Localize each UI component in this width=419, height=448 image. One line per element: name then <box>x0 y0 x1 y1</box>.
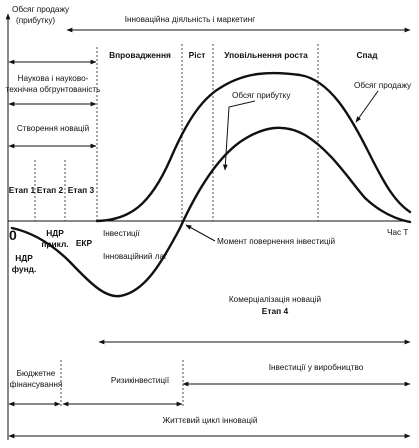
production-investments-label: Інвестиції у виробництво <box>269 363 364 372</box>
origin-zero: 0 <box>9 227 17 243</box>
stage4-label: Етап 4 <box>262 306 289 316</box>
commercialization-label: Комерціалізація новацій <box>229 295 321 304</box>
risk-investments-label: Ризикінвестиції <box>111 376 170 385</box>
profit-volume-label: Обсяг прибутку <box>232 91 291 100</box>
applied-rd-line2: прикл. <box>41 239 68 249</box>
sales-volume-curve <box>95 71 412 223</box>
payback-label: Момент повернення інвестицій <box>217 237 335 246</box>
innovation-marketing-label: Інноваційна діяльність і маркетинг <box>125 15 256 24</box>
life-cycle-label: Життєвий цикл інновацій <box>163 416 258 425</box>
phase-introduction: Впровадження <box>109 50 171 60</box>
phase-growth: Ріст <box>189 50 206 60</box>
ekr-label: ЕКР <box>76 238 93 248</box>
research-label-line2: технічна обгрунтованість <box>6 85 101 94</box>
phase-decline: Спад <box>356 50 378 60</box>
creation-label: Створення новацій <box>17 124 89 133</box>
fundamental-rd-line1: НДР <box>15 253 33 263</box>
sales-axis-title-line2: (прибутку) <box>16 16 55 25</box>
budget-financing-line1: Бюджетне <box>17 369 56 378</box>
sales-volume-pointer <box>355 90 379 123</box>
applied-rd-line1: НДР <box>46 228 64 238</box>
stage3-label: Етап 3 <box>68 185 95 195</box>
fundamental-rd-line2: фунд. <box>12 264 37 274</box>
phase-slowing-growth: Уповільнення роста <box>224 50 308 60</box>
budget-financing-line2: фінансування <box>10 380 63 389</box>
sales-axis-title-line1: Обсяг продажу <box>12 5 70 14</box>
stage1-label: Етап 1 <box>9 185 36 195</box>
profit-volume-pointer <box>222 100 256 171</box>
innovation-lag-label: Інноваційний лаг <box>103 252 167 261</box>
stage2-label: Етап 2 <box>37 185 64 195</box>
research-label-line1: Наукова і науково- <box>18 74 89 83</box>
time-axis-label: Час Т <box>387 228 408 237</box>
profit-volume-curve <box>10 126 412 298</box>
payback-pointer <box>185 224 216 242</box>
investments-label: Інвестиції <box>103 229 141 238</box>
sales-volume-label: Обсяг продажу <box>354 81 412 90</box>
